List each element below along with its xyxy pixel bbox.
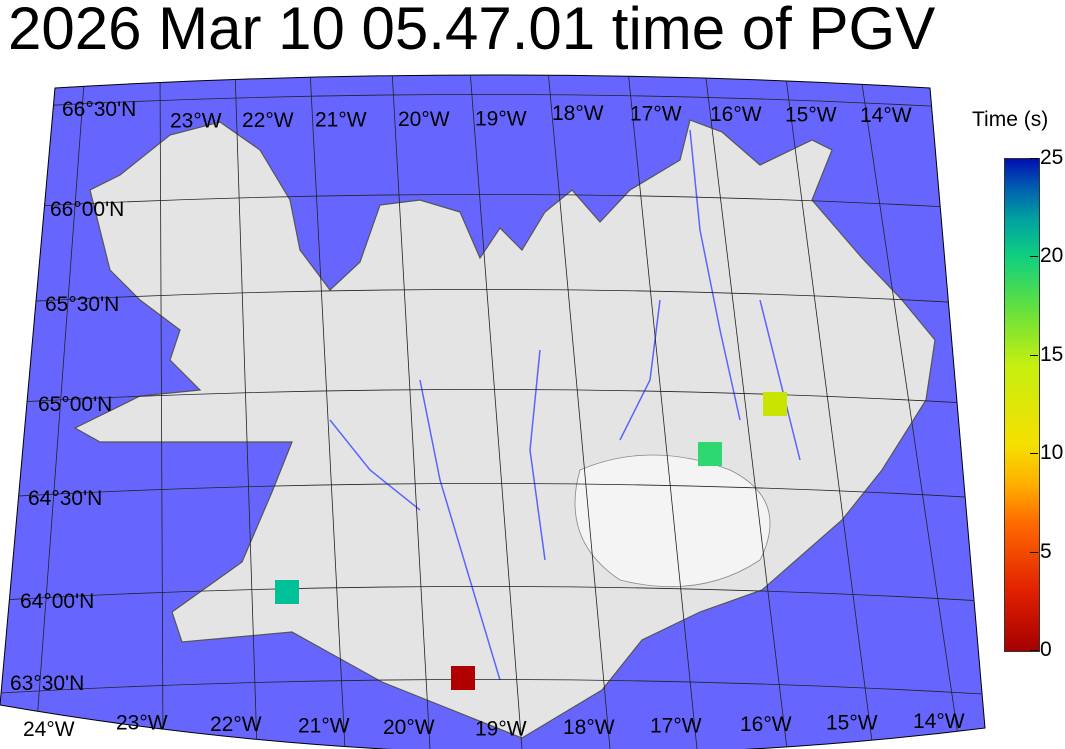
page-title: 2026 Mar 10 05.47.01 time of PGV — [8, 0, 936, 62]
graticule — [0, 75, 985, 749]
lat-label: 64°30'N — [28, 487, 102, 510]
colorbar-tick-label: 5 — [1040, 539, 1052, 563]
meridian-line — [469, 75, 523, 749]
lon-label-bottom: 23°W — [116, 712, 168, 735]
colorbar-tick-mark — [1030, 354, 1038, 356]
lon-label-bottom: 22°W — [210, 713, 262, 736]
colorbar — [1004, 158, 1040, 652]
rivers — [329, 129, 801, 681]
meridian-line — [159, 75, 164, 749]
lon-label-top: 21°W — [315, 109, 367, 132]
lon-label-top: 18°W — [552, 102, 604, 125]
stations — [275, 392, 787, 690]
lat-label: 63°30'N — [10, 672, 84, 695]
lon-label-top: 19°W — [475, 108, 527, 131]
meridian-line — [627, 75, 698, 749]
colorbar-tick-label: 15 — [1040, 342, 1064, 366]
lon-label-top: 20°W — [398, 108, 450, 131]
lon-label-top: 17°W — [630, 103, 682, 126]
meridian-line — [547, 75, 611, 749]
lat-label: 66°30'N — [62, 98, 136, 121]
meridian-line — [704, 75, 788, 749]
meridian-line — [391, 75, 431, 749]
parallel-line — [0, 679, 985, 696]
meridian-line — [309, 75, 346, 749]
colorbar-title: Time (s) — [972, 108, 1049, 131]
lon-label-top: 15°W — [785, 104, 837, 127]
colorbar-tick-mark — [1030, 256, 1038, 258]
colorbar-tick-label: 25 — [1040, 146, 1064, 169]
lon-label-bottom: 18°W — [563, 716, 615, 739]
station-marker[interactable] — [275, 580, 299, 604]
lon-label-bottom: 17°W — [650, 715, 702, 738]
lon-label-bottom: 15°W — [826, 712, 878, 735]
lon-label-top: 16°W — [710, 103, 762, 126]
parallel-line — [0, 289, 985, 306]
meridian-line — [34, 75, 86, 749]
station-marker[interactable] — [763, 392, 787, 416]
parallel-line — [0, 389, 985, 406]
station-marker[interactable] — [698, 442, 722, 466]
lon-label-top: 22°W — [242, 109, 294, 132]
lon-label-bottom: 24°W — [23, 718, 75, 741]
lat-label: 65°00'N — [38, 393, 112, 416]
colorbar-tick-label: 20 — [1040, 244, 1064, 268]
lon-label-bottom: 16°W — [740, 713, 792, 736]
lon-label-bottom: 20°W — [383, 716, 435, 739]
parallel-line — [0, 586, 985, 603]
lon-label-top: 14°W — [860, 104, 912, 127]
lon-label-bottom: 19°W — [475, 718, 527, 741]
meridian-line — [784, 75, 874, 749]
station-marker[interactable] — [451, 666, 475, 690]
lon-label-bottom: 21°W — [298, 715, 350, 738]
meridian-line — [859, 75, 961, 749]
colorbar-tick-mark — [1030, 650, 1038, 651]
parallel-line — [0, 194, 985, 211]
graticule-labels: 23°W 22°W 21°W 20°W 19°W 18°W 17°W 16°W 15°W 14°W… — [10, 98, 965, 741]
colorbar-tick-mark — [1030, 453, 1038, 455]
lat-label: 65°30'N — [45, 293, 119, 316]
lon-label-top: 23°W — [170, 110, 222, 133]
lat-label: 64°00'N — [20, 590, 94, 613]
parallel-line — [0, 94, 985, 111]
parallel-line — [0, 483, 985, 500]
lat-label: 66°00'N — [50, 198, 124, 221]
meridian-line — [234, 75, 258, 749]
colorbar-tick-label: 10 — [1040, 441, 1064, 465]
colorbar-tick-mark — [1030, 551, 1038, 553]
colorbar-tick-mark — [1030, 158, 1038, 159]
lon-label-bottom: 14°W — [913, 710, 965, 733]
glacier — [574, 454, 771, 588]
colorbar-tick-label: 0 — [1040, 638, 1052, 661]
